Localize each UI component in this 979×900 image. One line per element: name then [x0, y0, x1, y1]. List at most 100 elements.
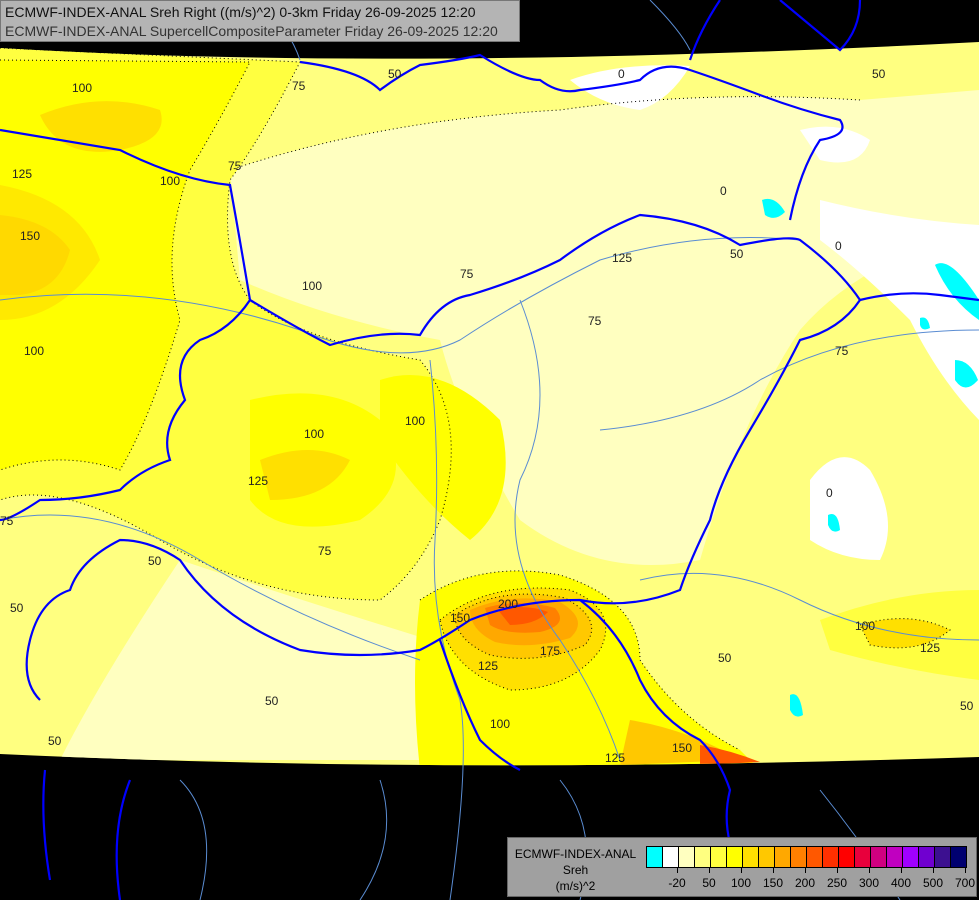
contour-label: 100: [855, 619, 875, 633]
contour-lines: [0, 47, 951, 751]
legend-tick-label: -20: [668, 876, 686, 890]
legend-tick: [709, 868, 710, 873]
legend-tick-label: 150: [762, 876, 784, 890]
field-cyan-3: [762, 198, 785, 218]
legend-tick-label: 50: [702, 876, 716, 890]
legend-swatch: [823, 847, 839, 867]
legend-swatch: [663, 847, 679, 867]
legend-swatch: [807, 847, 823, 867]
legend-tick: [837, 868, 838, 873]
contour-label: 125: [12, 167, 32, 181]
contour-label: 175: [540, 644, 560, 658]
legend-swatch: [727, 847, 743, 867]
field-white-ne: [800, 126, 870, 163]
legend-source: ECMWF-INDEX-ANAL: [514, 847, 637, 861]
contour-label: 100: [304, 427, 324, 441]
legend-swatch: [903, 847, 919, 867]
contour-label: 125: [478, 659, 498, 673]
field-gold-east: [860, 618, 950, 648]
contour-label: 75: [835, 344, 849, 358]
field-cyan-4: [828, 514, 840, 532]
field-cyan-6: [920, 317, 930, 330]
legend-tick-label: 400: [890, 876, 912, 890]
legend-swatch: [871, 847, 887, 867]
legend-title: ECMWF-INDEX-ANAL Sreh (m/s)^2: [508, 846, 643, 894]
field-white-se: [810, 457, 888, 560]
contour-label: 125: [612, 251, 632, 265]
field-white-north: [570, 65, 690, 110]
contour-label: 75: [318, 544, 332, 558]
map-title: ECMWF-INDEX-ANAL Sreh Right ((m/s)^2) 0-…: [0, 0, 520, 42]
contour-label: 125: [920, 641, 940, 655]
contour-label: 150: [450, 611, 470, 625]
contour-label: 50: [148, 554, 162, 568]
contour-label: 100: [24, 344, 44, 358]
contour-label: 50: [388, 67, 402, 81]
field-cyan-2: [955, 360, 978, 388]
legend-tick: [869, 868, 870, 873]
field-gold-w: [0, 185, 100, 320]
contour-label: 50: [960, 699, 974, 713]
legend-swatch: [951, 847, 966, 867]
legend-swatch: [935, 847, 951, 867]
legend-swatch: [855, 847, 871, 867]
contour-labels: 100 75 50 0 0 50 125 150 100 100 75 100 …: [0, 67, 974, 765]
contour-label: 150: [20, 229, 40, 243]
contour-label: 0: [826, 486, 833, 500]
contour-label: 50: [718, 651, 732, 665]
contour-label: 125: [248, 474, 268, 488]
legend-tick-label: 100: [730, 876, 752, 890]
legend-swatch: [759, 847, 775, 867]
legend-swatches: [646, 846, 967, 868]
legend-swatch: [743, 847, 759, 867]
contour-label: 75: [292, 79, 306, 93]
contour-label: 75: [228, 159, 242, 173]
field-pale-south: [60, 560, 470, 760]
legend-tick: [773, 868, 774, 873]
legend-swatch: [919, 847, 935, 867]
contour-label: 50: [10, 601, 24, 615]
color-legend: ECMWF-INDEX-ANAL Sreh (m/s)^2 -20 50 100 15…: [507, 837, 977, 897]
contour-label: 0: [835, 239, 842, 253]
title-line-1: ECMWF-INDEX-ANAL Sreh Right ((m/s)^2) 0-…: [5, 4, 476, 20]
legend-swatch: [711, 847, 727, 867]
legend-swatch: [695, 847, 711, 867]
contour-label: 0: [618, 67, 625, 81]
contour-label: 50: [265, 694, 279, 708]
field-red-se: [498, 606, 548, 625]
title-line-2: ECMWF-INDEX-ANAL SupercellCompositeParam…: [5, 23, 498, 39]
contour-label: 75: [588, 314, 602, 328]
contour-label: 50: [872, 67, 886, 81]
field-cyan-5: [790, 694, 803, 717]
contour-label: 50: [48, 734, 62, 748]
contour-label: 0: [720, 184, 727, 198]
legend-swatch: [791, 847, 807, 867]
legend-swatch: [839, 847, 855, 867]
legend-tick: [677, 868, 678, 873]
field-cyan-1: [935, 263, 979, 320]
legend-tick-label: 700: [954, 876, 976, 890]
legend-tick-label: 250: [826, 876, 848, 890]
legend-variable: Sreh: [562, 863, 589, 877]
contour-label: 200: [498, 597, 518, 611]
legend-tick: [741, 868, 742, 873]
legend-tick: [933, 868, 934, 873]
contour-label: 100: [302, 279, 322, 293]
legend-unit: (m/s)^2: [555, 879, 596, 893]
legend-tick: [901, 868, 902, 873]
contour-label: 75: [460, 267, 474, 281]
contour-label: 75: [0, 514, 14, 528]
legend-tick-label: 500: [922, 876, 944, 890]
contour-label: 150: [672, 741, 692, 755]
legend-tick-label: 200: [794, 876, 816, 890]
field-white-east: [820, 200, 979, 420]
field-gold-center: [260, 450, 350, 500]
legend-tick: [805, 868, 806, 873]
legend-tick-label: 300: [858, 876, 880, 890]
contour-label: 100: [160, 174, 180, 188]
legend-tick: [965, 868, 966, 873]
legend-swatch: [647, 847, 663, 867]
